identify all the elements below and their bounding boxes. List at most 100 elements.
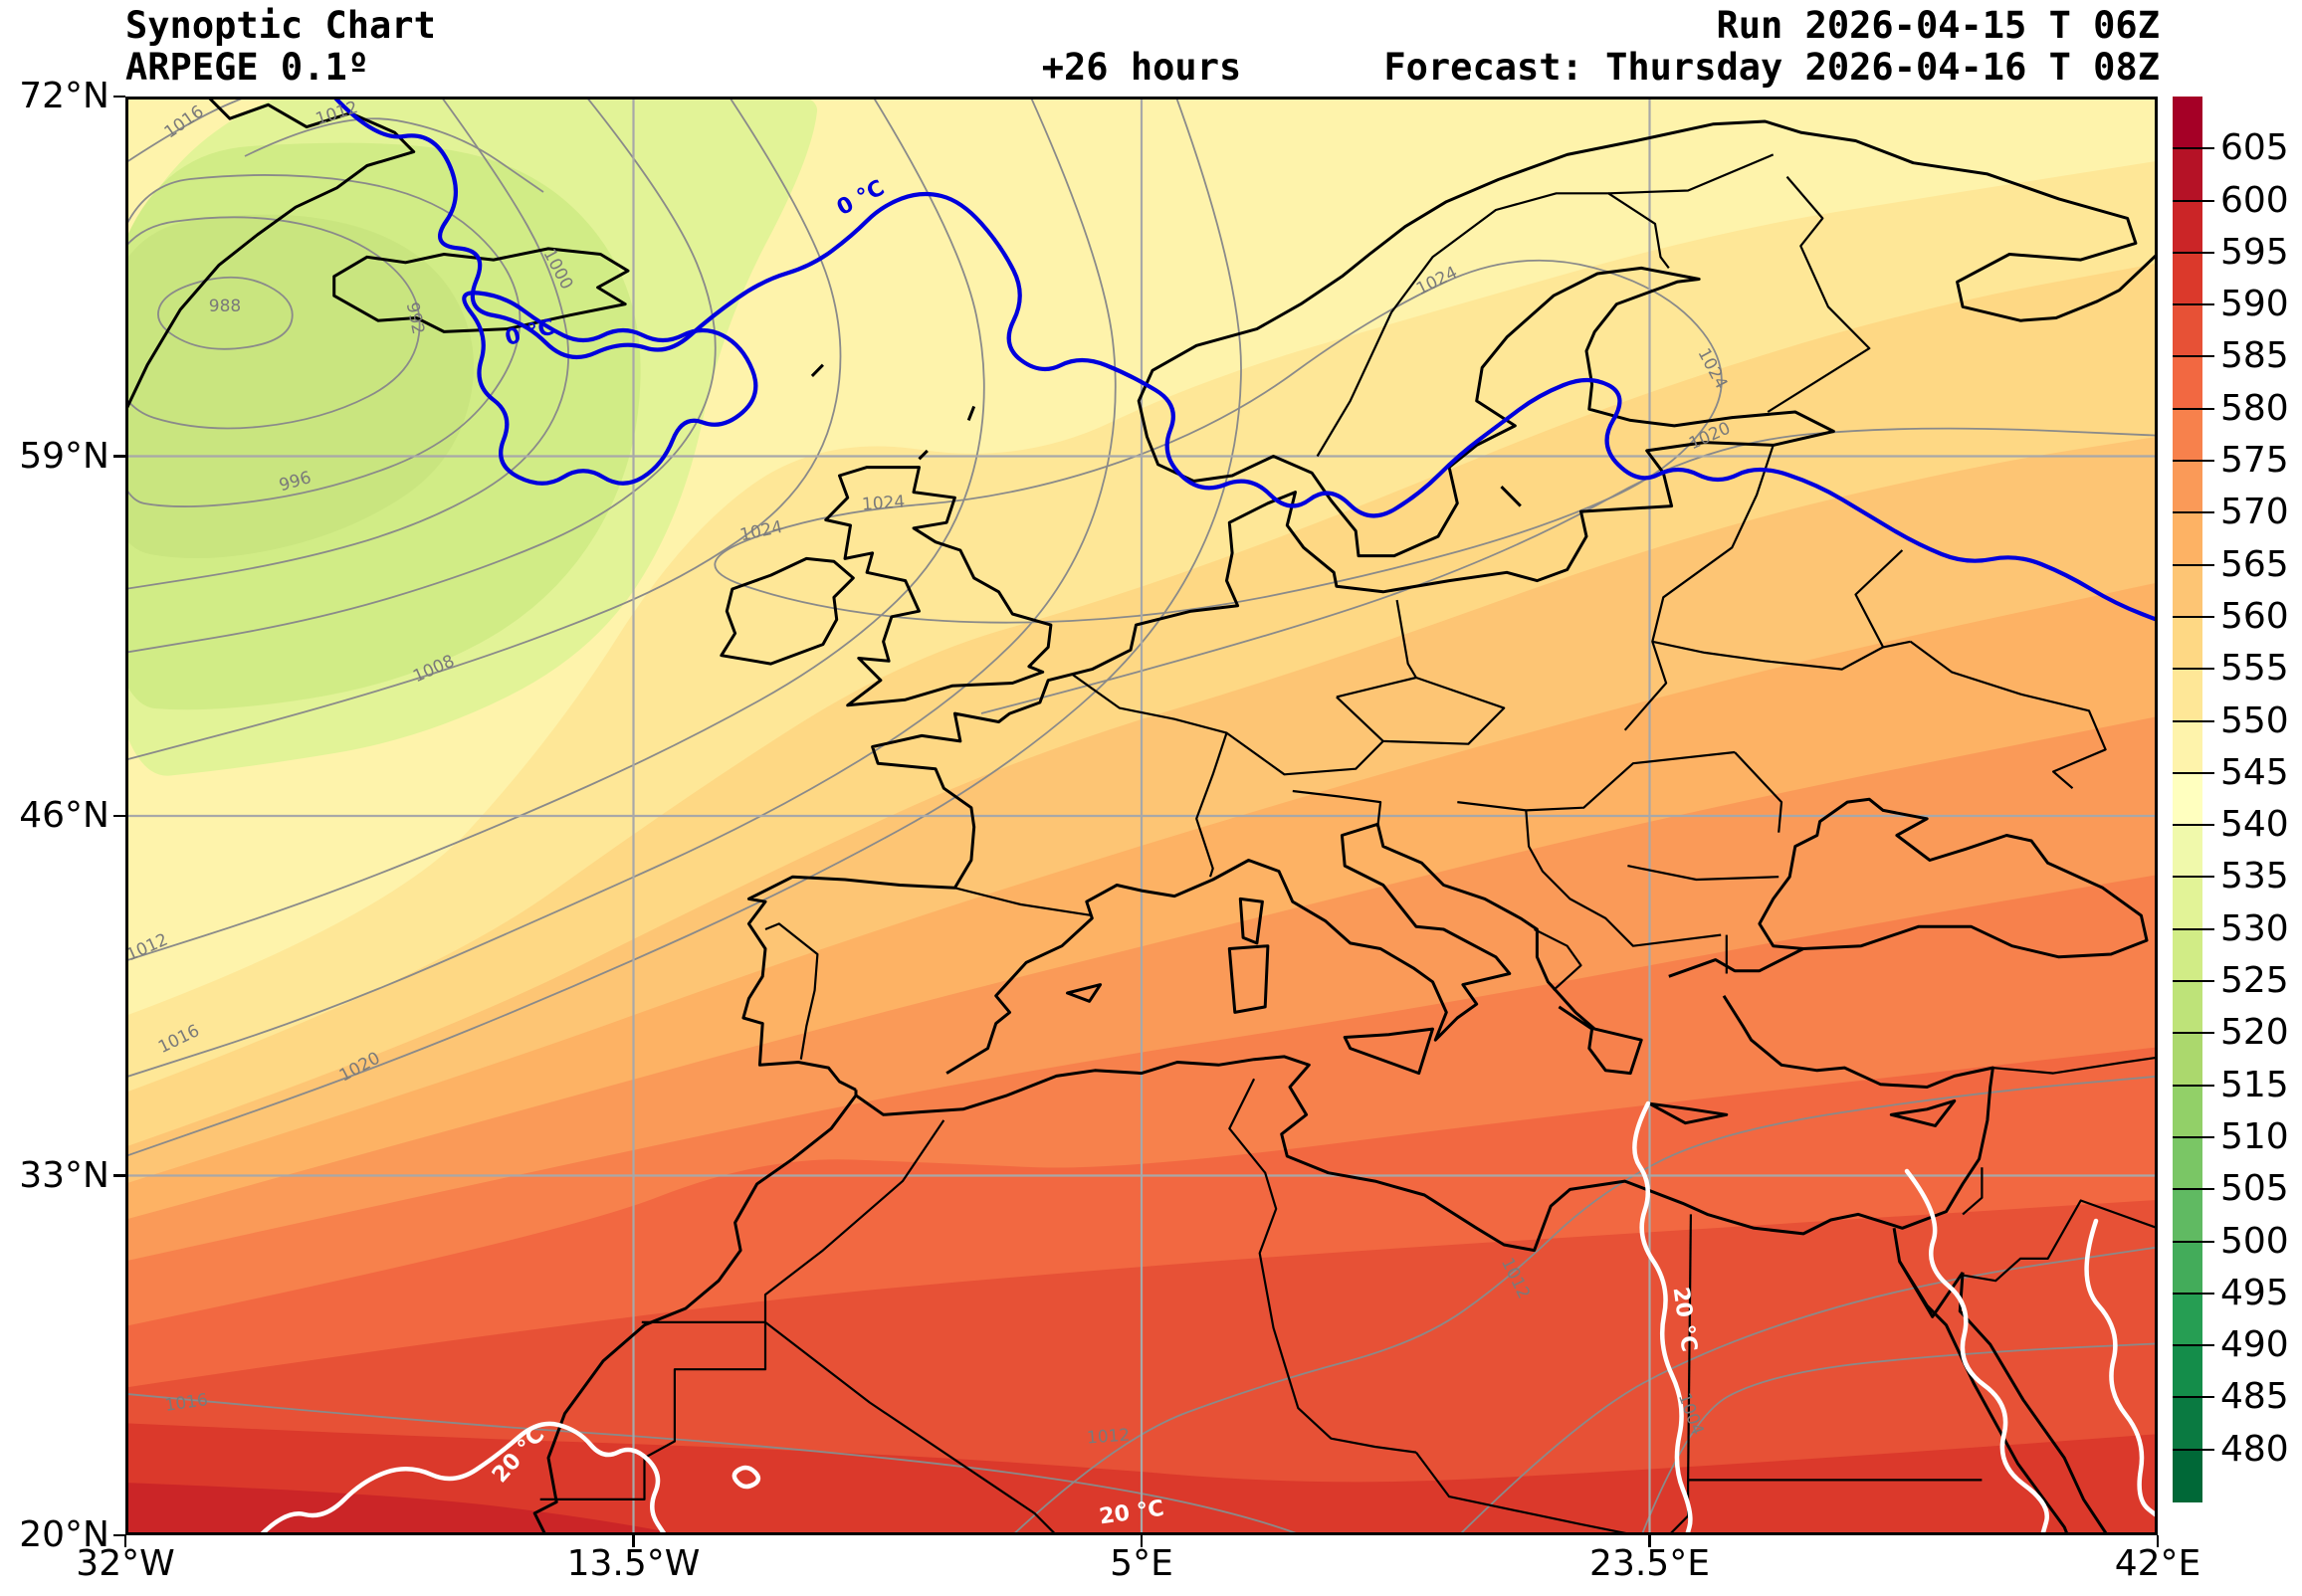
colorbar-tick-mark bbox=[2173, 1292, 2214, 1295]
colorbar-segment bbox=[2173, 252, 2202, 305]
isobar-label: 1012 bbox=[1086, 1426, 1131, 1449]
colorbar-tick-label: 530 bbox=[2220, 907, 2289, 949]
colorbar-tick-mark bbox=[2173, 1240, 2214, 1243]
colorbar-segment bbox=[2173, 1033, 2202, 1087]
colorbar-segment bbox=[2173, 97, 2202, 149]
colorbar-tick-mark bbox=[2173, 199, 2214, 202]
colorbar-tick-mark bbox=[2173, 1084, 2214, 1087]
colorbar-segment bbox=[2173, 720, 2202, 774]
colorbar-tick-mark bbox=[2173, 1188, 2214, 1191]
colorbar-segment bbox=[2173, 564, 2202, 618]
colorbar-segment bbox=[2173, 877, 2202, 930]
colorbar-tick-mark bbox=[2173, 511, 2214, 514]
colorbar-tick-label: 590 bbox=[2220, 284, 2289, 325]
lead-time-label: +26 hours bbox=[1041, 46, 1242, 89]
colorbar-segment bbox=[2173, 148, 2202, 202]
colorbar-tick-label: 515 bbox=[2220, 1064, 2289, 1105]
page-title: Synoptic Chart bbox=[125, 4, 436, 47]
lat-tick-mark bbox=[113, 1533, 125, 1537]
colorbar-tick-mark bbox=[2173, 1135, 2214, 1138]
colorbar-tick-label: 485 bbox=[2220, 1376, 2289, 1418]
map-border bbox=[125, 97, 2158, 1535]
colorbar-segment bbox=[2173, 356, 2202, 410]
lat-tick-label: 46°N bbox=[19, 795, 109, 836]
coastline-layer bbox=[125, 97, 2158, 1535]
graticule-layer bbox=[125, 97, 2158, 1535]
run-time-label: Run 2026-04-15 T 06Z bbox=[1716, 4, 2160, 47]
map-area: 1016 1012 988 992 996 1000 1008 1012 1016 1020 102… bbox=[125, 97, 2158, 1535]
colorbar-segment bbox=[2173, 616, 2202, 670]
colorbar-tick-mark bbox=[2173, 303, 2214, 306]
lat-tick-mark bbox=[113, 455, 125, 458]
colorbar-tick-label: 495 bbox=[2220, 1272, 2289, 1313]
colorbar-tick-mark bbox=[2173, 1344, 2214, 1347]
colorbar-segment bbox=[2173, 1449, 2202, 1502]
colorbar-tick-mark bbox=[2173, 251, 2214, 254]
lat-tick-label: 72°N bbox=[19, 76, 109, 116]
lat-tick-label: 20°N bbox=[19, 1514, 109, 1555]
colorbar-tick-label: 550 bbox=[2220, 699, 2289, 741]
lon-tick-label: 42°E bbox=[2114, 1543, 2201, 1584]
lat-tick-mark bbox=[113, 1174, 125, 1177]
lon-tick-mark bbox=[2156, 1535, 2160, 1547]
isobar-label: 988 bbox=[209, 297, 241, 316]
isotherm-0c-line bbox=[330, 97, 2158, 623]
lon-tick-mark bbox=[123, 1535, 127, 1547]
colorbar-tick-label: 500 bbox=[2220, 1220, 2289, 1262]
colorbar-tick-mark bbox=[2173, 1448, 2214, 1451]
colorbar-tick-mark bbox=[2173, 927, 2214, 930]
model-label: ARPEGE 0.1º bbox=[125, 46, 370, 89]
colorbar-segment bbox=[2173, 1293, 2202, 1346]
lat-tick-label: 59°N bbox=[19, 435, 109, 477]
colorbar-tick-label: 535 bbox=[2220, 856, 2289, 898]
colorbar-tick-label: 555 bbox=[2220, 648, 2289, 690]
lat-tick-mark bbox=[113, 95, 125, 99]
lon-tick-mark bbox=[1140, 1535, 1144, 1547]
colorbar-segment bbox=[2173, 772, 2202, 826]
colorbar-tick-mark bbox=[2173, 563, 2214, 566]
lon-tick-mark bbox=[1648, 1535, 1651, 1547]
lon-tick-label: 5°E bbox=[1110, 1543, 1173, 1584]
colorbar-segment bbox=[2173, 512, 2202, 566]
forecast-time-label: Forecast: Thursday 2026-04-16 T 08Z bbox=[1383, 46, 2160, 89]
colorbar-segment bbox=[2173, 1189, 2202, 1243]
colorbar: 605 600 595 590 585 580 575 570 565 560 555 550 545 5… bbox=[2173, 97, 2302, 1509]
lat-tick-label: 33°N bbox=[19, 1154, 109, 1196]
colorbar-tick-mark bbox=[2173, 407, 2214, 410]
colorbar-segment bbox=[2173, 304, 2202, 358]
colorbar-tick-label: 540 bbox=[2220, 804, 2289, 846]
colorbar-tick-label: 575 bbox=[2220, 440, 2289, 482]
colorbar-tick-label: 570 bbox=[2220, 492, 2289, 533]
colorbar-tick-label: 580 bbox=[2220, 387, 2289, 429]
lat-tick-mark bbox=[113, 814, 125, 818]
colorbar-segment bbox=[2173, 981, 2202, 1034]
colorbar-tick-label: 605 bbox=[2220, 127, 2289, 169]
colorbar-segment bbox=[2173, 669, 2202, 722]
colorbar-tick-label: 600 bbox=[2220, 179, 2289, 221]
colorbar-tick-mark bbox=[2173, 824, 2214, 827]
colorbar-tick-label: 505 bbox=[2220, 1168, 2289, 1210]
colorbar-tick-label: 490 bbox=[2220, 1324, 2289, 1366]
colorbar-tick-label: 585 bbox=[2220, 335, 2289, 377]
colorbar-segment bbox=[2173, 200, 2202, 254]
colorbar-tick-mark bbox=[2173, 668, 2214, 671]
colorbar-tick-label: 595 bbox=[2220, 231, 2289, 273]
lon-tick-mark bbox=[632, 1535, 635, 1547]
colorbar-tick-mark bbox=[2173, 771, 2214, 774]
colorbar-segment bbox=[2173, 461, 2202, 513]
colorbar-tick-mark bbox=[2173, 1032, 2214, 1035]
colorbar-tick-mark bbox=[2173, 980, 2214, 983]
colorbar-tick-mark bbox=[2173, 460, 2214, 463]
isobar-layer bbox=[125, 97, 2158, 1535]
isobar-label: 1024 bbox=[861, 493, 906, 515]
colorbar-segment bbox=[2173, 1397, 2202, 1451]
colorbar-tick-label: 520 bbox=[2220, 1012, 2289, 1054]
colorbar-tick-mark bbox=[2173, 615, 2214, 618]
colorbar-segment bbox=[2173, 1085, 2202, 1138]
colorbar-segment bbox=[2173, 408, 2202, 462]
colorbar-segment bbox=[2173, 1241, 2202, 1295]
colorbar-segment bbox=[2173, 928, 2202, 982]
